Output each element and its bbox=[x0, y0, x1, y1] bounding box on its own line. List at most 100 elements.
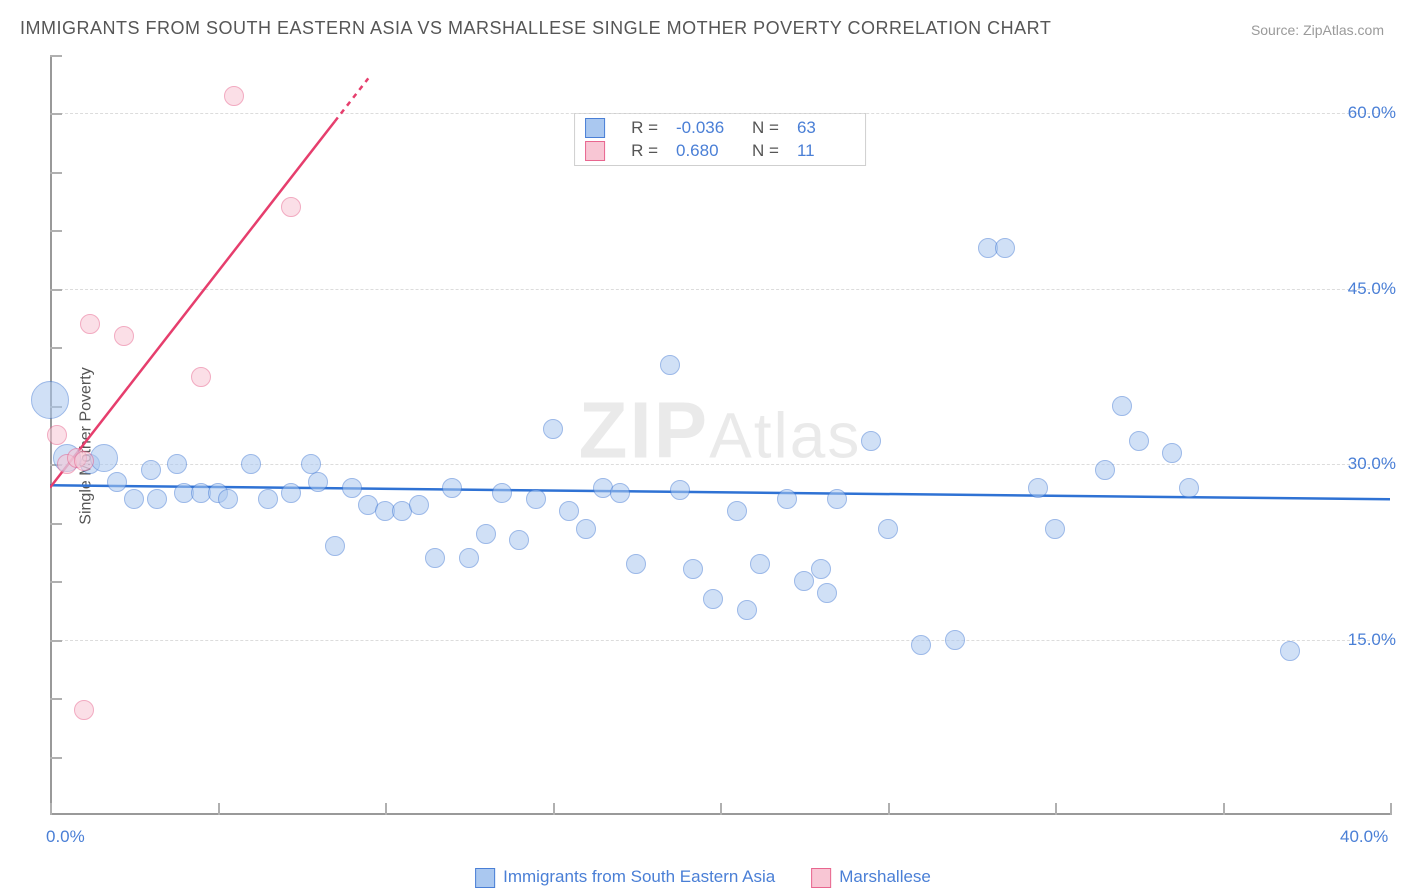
y-tick-label: 45.0% bbox=[1348, 279, 1396, 299]
source-attribution: Source: ZipAtlas.com bbox=[1251, 22, 1384, 38]
legend-bottom: Immigrants from South Eastern Asia Marsha… bbox=[475, 867, 931, 888]
data-point bbox=[241, 454, 261, 474]
data-point bbox=[492, 483, 512, 503]
y-minor-tick bbox=[50, 640, 62, 642]
data-point bbox=[626, 554, 646, 574]
data-point bbox=[258, 489, 278, 509]
data-point bbox=[817, 583, 837, 603]
x-tick bbox=[1390, 803, 1392, 815]
data-point bbox=[878, 519, 898, 539]
data-point bbox=[750, 554, 770, 574]
data-point bbox=[224, 86, 244, 106]
y-minor-tick bbox=[50, 523, 62, 525]
data-point bbox=[281, 197, 301, 217]
data-point bbox=[660, 355, 680, 375]
y-minor-tick bbox=[50, 230, 62, 232]
grid-line bbox=[50, 113, 1390, 114]
swatch-icon bbox=[585, 118, 605, 138]
data-point bbox=[526, 489, 546, 509]
stat-row: R =0.680N =11 bbox=[585, 141, 855, 161]
data-point bbox=[1095, 460, 1115, 480]
data-point bbox=[147, 489, 167, 509]
data-point bbox=[90, 444, 118, 472]
y-minor-tick bbox=[50, 757, 62, 759]
x-tick bbox=[50, 803, 52, 815]
trend-lines bbox=[50, 55, 1390, 815]
data-point bbox=[107, 472, 127, 492]
x-tick bbox=[218, 803, 220, 815]
x-tick bbox=[888, 803, 890, 815]
data-point bbox=[543, 419, 563, 439]
data-point bbox=[670, 480, 690, 500]
data-point bbox=[945, 630, 965, 650]
data-point bbox=[610, 483, 630, 503]
x-tick bbox=[385, 803, 387, 815]
data-point bbox=[576, 519, 596, 539]
data-point bbox=[425, 548, 445, 568]
x-tick bbox=[1055, 803, 1057, 815]
data-point bbox=[727, 501, 747, 521]
y-minor-tick bbox=[50, 698, 62, 700]
y-tick-label: 30.0% bbox=[1348, 454, 1396, 474]
data-point bbox=[124, 489, 144, 509]
data-point bbox=[308, 472, 328, 492]
swatch-icon bbox=[475, 868, 495, 888]
y-minor-tick bbox=[50, 289, 62, 291]
x-tick-label: 40.0% bbox=[1340, 827, 1388, 847]
data-point bbox=[409, 495, 429, 515]
data-point bbox=[861, 431, 881, 451]
x-tick bbox=[1223, 803, 1225, 815]
y-minor-tick bbox=[50, 347, 62, 349]
stat-row: R =-0.036N =63 bbox=[585, 118, 855, 138]
grid-line bbox=[50, 640, 1390, 641]
data-point bbox=[1162, 443, 1182, 463]
chart-title: IMMIGRANTS FROM SOUTH EASTERN ASIA VS MA… bbox=[20, 18, 1051, 39]
x-tick bbox=[553, 803, 555, 815]
data-point bbox=[827, 489, 847, 509]
chart-plot-area: ZIPAtlas R =-0.036N =63R =0.680N =11 15.… bbox=[50, 55, 1390, 815]
data-point bbox=[74, 451, 94, 471]
data-point bbox=[31, 381, 69, 419]
data-point bbox=[459, 548, 479, 568]
data-point bbox=[476, 524, 496, 544]
data-point bbox=[1112, 396, 1132, 416]
data-point bbox=[911, 635, 931, 655]
swatch-icon bbox=[585, 141, 605, 161]
data-point bbox=[191, 367, 211, 387]
y-tick-label: 15.0% bbox=[1348, 630, 1396, 650]
y-minor-tick bbox=[50, 581, 62, 583]
y-minor-tick bbox=[50, 55, 62, 57]
data-point bbox=[80, 314, 100, 334]
data-point bbox=[218, 489, 238, 509]
data-point bbox=[1028, 478, 1048, 498]
data-point bbox=[811, 559, 831, 579]
data-point bbox=[1045, 519, 1065, 539]
data-point bbox=[559, 501, 579, 521]
data-point bbox=[683, 559, 703, 579]
grid-line bbox=[50, 289, 1390, 290]
data-point bbox=[114, 326, 134, 346]
correlation-stats-box: R =-0.036N =63 R =0.680N =11 bbox=[574, 113, 866, 166]
data-point bbox=[509, 530, 529, 550]
data-point bbox=[777, 489, 797, 509]
legend-item: Marshallese bbox=[811, 867, 931, 888]
y-minor-tick bbox=[50, 113, 62, 115]
data-point bbox=[167, 454, 187, 474]
data-point bbox=[1280, 641, 1300, 661]
data-point bbox=[442, 478, 462, 498]
swatch-icon bbox=[811, 868, 831, 888]
y-minor-tick bbox=[50, 172, 62, 174]
data-point bbox=[141, 460, 161, 480]
data-point bbox=[281, 483, 301, 503]
watermark: ZIPAtlas bbox=[579, 384, 862, 476]
data-point bbox=[995, 238, 1015, 258]
data-point bbox=[737, 600, 757, 620]
x-tick-label: 0.0% bbox=[46, 827, 85, 847]
data-point bbox=[342, 478, 362, 498]
data-point bbox=[1179, 478, 1199, 498]
data-point bbox=[47, 425, 67, 445]
data-point bbox=[74, 700, 94, 720]
y-tick-label: 60.0% bbox=[1348, 103, 1396, 123]
legend-item: Immigrants from South Eastern Asia bbox=[475, 867, 775, 888]
data-point bbox=[703, 589, 723, 609]
